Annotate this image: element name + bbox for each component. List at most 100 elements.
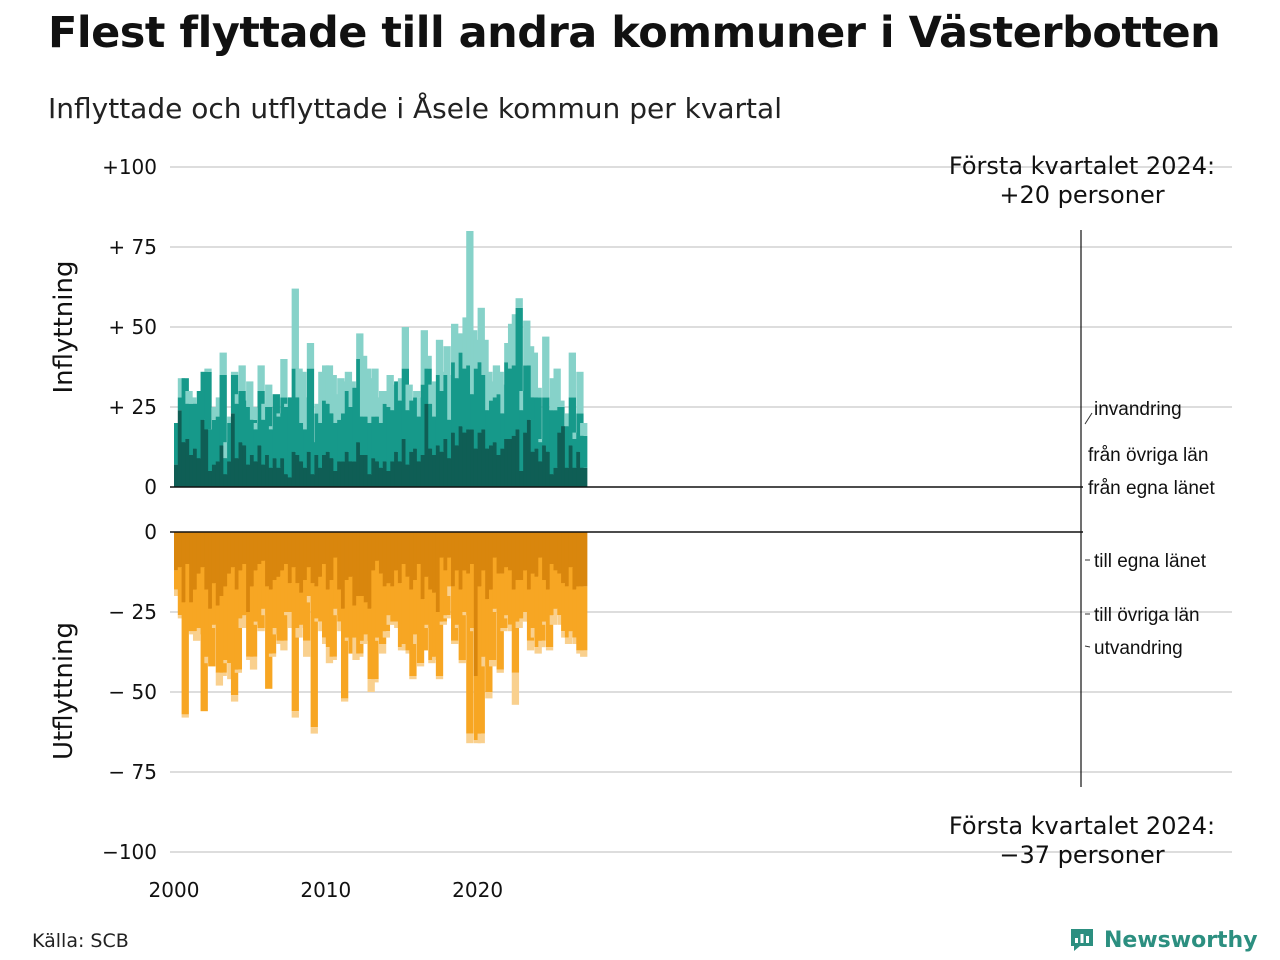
bar-out-utvandring [363, 634, 372, 641]
legend-leader-line [1084, 412, 1093, 425]
bar-in-egna-lanet [314, 455, 322, 487]
bar-in-invandring [424, 355, 432, 369]
bar-out-utvandring [447, 586, 455, 596]
bar-out-ovriga-lan [234, 589, 243, 670]
bar-in-invandring [481, 339, 489, 375]
bar-out-ovriga-lan [511, 589, 520, 673]
bar-out-utvandring [424, 624, 432, 628]
bar-in-egna-lanet [466, 429, 474, 487]
bar-out-egna-lanet [284, 532, 292, 564]
bar-in-invandring [333, 394, 341, 423]
bar-out-egna-lanet [253, 532, 261, 571]
bar-out-ovriga-lan [443, 570, 451, 616]
bar-out-egna-lanet [470, 532, 478, 564]
bar-out-egna-lanet [523, 532, 531, 571]
bar-in-egna-lanet [454, 445, 463, 487]
bar-out-utvandring [223, 660, 231, 664]
bar-out-egna-lanet [306, 532, 315, 568]
brand-name: Newsworthy [1104, 927, 1258, 953]
bar-in-egna-lanet [382, 461, 391, 487]
x-tick-label: 2000 [149, 878, 200, 902]
bar-out-egna-lanet [443, 532, 451, 571]
legend-label: till egna länet [1094, 551, 1207, 572]
bar-in-ovriga-lan [462, 368, 470, 433]
bar-out-utvandring [337, 621, 345, 632]
bar-out-ovriga-lan [580, 586, 588, 651]
bar-in-ovriga-lan [542, 397, 550, 446]
bar-in-egna-lanet [420, 455, 428, 487]
bar-in-ovriga-lan [291, 368, 299, 452]
bar-out-ovriga-lan [466, 573, 474, 734]
bar-out-utvandring [261, 608, 269, 616]
bar-in-egna-lanet [545, 451, 554, 487]
bar-in-ovriga-lan [200, 371, 208, 420]
bar-in-invandring [557, 400, 565, 407]
bar-out-egna-lanet [458, 532, 466, 590]
bar-in-egna-lanet [488, 445, 497, 487]
bar-out-ovriga-lan [295, 583, 303, 628]
bar-out-ovriga-lan [515, 580, 523, 622]
bar-out-ovriga-lan [246, 612, 254, 657]
bar-in-invandring [466, 231, 474, 366]
bar-out-egna-lanet [272, 532, 280, 580]
bar-out-utvandring [511, 672, 520, 705]
bar-in-egna-lanet [230, 413, 239, 487]
bar-out-utvandring [386, 615, 394, 625]
bar-out-ovriga-lan [386, 583, 394, 616]
bar-out-egna-lanet [481, 532, 489, 571]
bar-out-ovriga-lan [261, 560, 269, 609]
axes: 0 + 25 + 50 + 75 +100 0 − 25 − 50 − 75 −100 2000 20… [49, 155, 1083, 902]
bar-in-invandring [215, 397, 224, 417]
bar-in-invandring [177, 378, 186, 398]
bar-in-invandring [375, 397, 383, 417]
bar-out-ovriga-lan [424, 576, 432, 625]
bar-in-egna-lanet [219, 445, 227, 487]
bar-out-utvandring [466, 733, 474, 744]
bar-in-egna-lanet [340, 461, 349, 487]
bar-out-ovriga-lan [215, 605, 224, 673]
bar-out-egna-lanet [451, 532, 459, 587]
bar-out-egna-lanet [196, 532, 205, 574]
bar-in-invandring [511, 314, 520, 366]
bar-out-egna-lanet [420, 532, 428, 600]
bar-in-egna-lanet [451, 432, 459, 487]
bar-out-utvandring [322, 637, 330, 644]
bar-in-ovriga-lan [500, 413, 508, 449]
bar-out-ovriga-lan [397, 583, 406, 648]
legend: invandring från övriga län från egna länet… [1084, 399, 1215, 659]
bar-out-utvandring [477, 733, 485, 744]
bar-out-egna-lanet [447, 532, 455, 558]
bar-out-ovriga-lan [432, 592, 440, 657]
bar-out-utvandring [333, 608, 341, 616]
bar-in-invandring [268, 426, 277, 430]
bar-in-invandring [363, 368, 372, 417]
bar-in-egna-lanet [416, 461, 425, 487]
source-note: Källa: SCB [32, 930, 129, 952]
bar-in-invandring [470, 330, 478, 395]
bar-out-egna-lanet [561, 532, 569, 584]
bar-out-ovriga-lan [420, 599, 428, 651]
bar-in-ovriga-lan [303, 429, 311, 468]
bar-out-utvandring [454, 624, 463, 628]
bar-out-egna-lanet [242, 532, 250, 564]
bar-out-ovriga-lan [534, 576, 542, 648]
bar-out-ovriga-lan [249, 586, 258, 657]
bar-in-egna-lanet [265, 455, 273, 487]
bar-in-egna-lanet [242, 445, 250, 487]
bar-out-egna-lanet [276, 532, 284, 577]
bar-in-ovriga-lan [295, 397, 303, 455]
bar-in-egna-lanet [367, 474, 375, 487]
bar-out-egna-lanet [488, 532, 497, 590]
bar-out-egna-lanet [439, 532, 447, 558]
bar-in-ovriga-lan [348, 407, 356, 462]
bar-out-utvandring [329, 656, 337, 660]
bar-in-ovriga-lan [576, 413, 584, 452]
bar-out-egna-lanet [409, 532, 417, 590]
bar-in-ovriga-lan [363, 416, 372, 455]
bar-in-egna-lanet [371, 458, 379, 487]
bar-out-egna-lanet [238, 532, 246, 571]
bar-in-egna-lanet [496, 455, 504, 487]
bar-in-ovriga-lan [466, 365, 474, 430]
bar-in-invandring [249, 407, 258, 420]
bar-out-egna-lanet [230, 532, 239, 568]
